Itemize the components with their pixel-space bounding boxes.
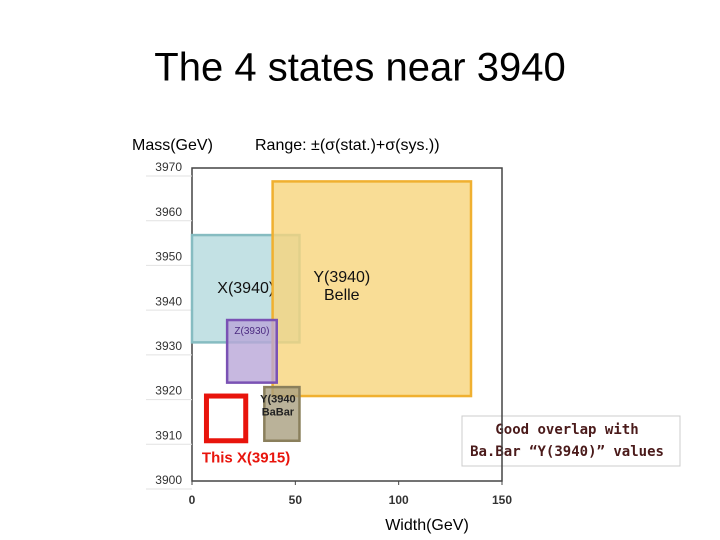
region (203, 393, 249, 444)
subtitle: Range: ±(σ(stat.)+σ(sys.)) (255, 137, 440, 154)
y-tick-label: 3960 (155, 205, 182, 219)
y-tick-label: 3950 (155, 250, 182, 264)
annotation: Good overlap with (495, 422, 638, 438)
title: The 4 states near 3940 (154, 46, 565, 90)
y-tick-label: 3940 (155, 294, 182, 308)
y-tick-label: 3900 (155, 473, 182, 487)
region-label: Z(3930) (234, 326, 269, 337)
region-label: X(3940) (217, 280, 274, 297)
x-tick-label: 100 (389, 493, 409, 507)
region-label: This X(3915) (202, 450, 290, 467)
y-tick-label: 3930 (155, 339, 182, 353)
region-label: BaBar (262, 406, 295, 418)
x-tick-label: 150 (492, 493, 512, 507)
annotation-box (461, 415, 681, 467)
y-tick-label: 3910 (155, 428, 182, 442)
x-tick-label: 0 (189, 493, 196, 507)
annotation: Ba.Bar “Y(3940)” values (470, 444, 664, 460)
y-axis-label: Mass(GeV) (132, 137, 213, 154)
x-tick-label: 50 (289, 493, 303, 507)
region-label: Y(3940 (260, 393, 295, 405)
region-label: Y(3940) (313, 269, 370, 286)
region (263, 385, 301, 443)
x-axis-label: Width(GeV) (385, 517, 469, 534)
y-tick-label: 3920 (155, 384, 182, 398)
region-label: Belle (324, 287, 360, 304)
y-tick-label: 3970 (155, 160, 182, 174)
region (271, 180, 473, 398)
region (225, 318, 278, 384)
